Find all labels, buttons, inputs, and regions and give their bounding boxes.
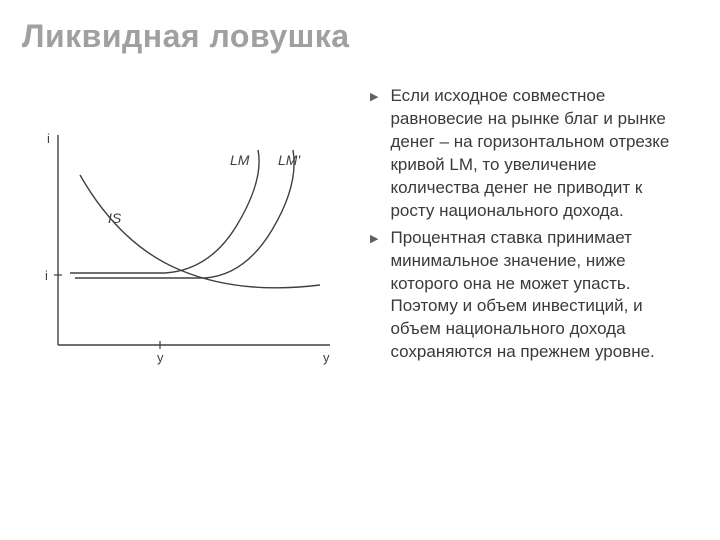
page-title: Ликвидная ловушка: [0, 0, 720, 55]
bullet-icon: ▶: [370, 232, 378, 245]
lm-label: LM: [230, 152, 250, 168]
bullet-icon: ▶: [370, 90, 378, 103]
liquidity-trap-chart: i y i y IS LM LM': [20, 105, 350, 385]
lm-prime-label: LM': [278, 152, 301, 168]
bullet-text: Процентная ставка принимает минимальное …: [390, 227, 690, 365]
is-curve: [80, 175, 320, 288]
y-tick-label: i: [45, 268, 48, 283]
bullet-list: ▶ Если исходное совместное равновесие на…: [370, 85, 700, 385]
lm-curve: [70, 150, 259, 273]
is-label: IS: [108, 210, 122, 226]
chart-container: i y i y IS LM LM': [20, 105, 350, 385]
list-item: ▶ Если исходное совместное равновесие на…: [370, 85, 690, 223]
x-axis-label: y: [323, 350, 330, 365]
x-tick-label: y: [157, 350, 164, 365]
y-axis-label: i: [47, 131, 50, 146]
content-area: i y i y IS LM LM' ▶ Если исходное совмес…: [0, 55, 720, 385]
bullet-text: Если исходное совместное равновесие на р…: [390, 85, 690, 223]
list-item: ▶ Процентная ставка принимает минимально…: [370, 227, 690, 365]
